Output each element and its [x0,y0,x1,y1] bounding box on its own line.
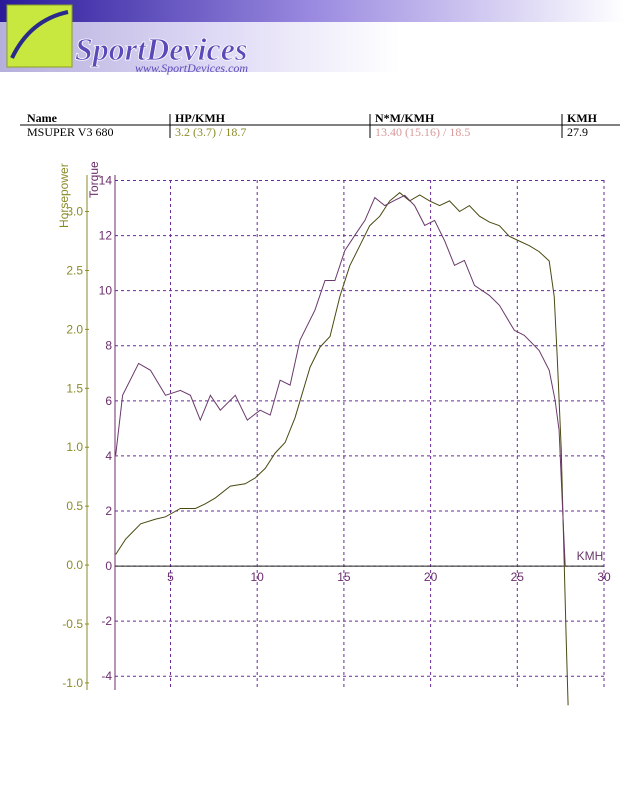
y-axis-title: Horsepower [57,163,71,228]
y2-tick-label: 8 [105,339,112,353]
y2-tick-label: 0 [105,559,112,573]
column-header: KMH [567,111,598,125]
column-header: N*M/KMH [375,111,435,125]
y2-tick-label: 6 [105,394,112,408]
x-tick-label: 30 [597,570,611,584]
x-tick-label: 15 [337,570,351,584]
table-cell: 13.40 (15.16) / 18.5 [375,125,470,139]
y-tick-label: -0.5 [62,617,83,631]
y2-axis-title: Torque [87,161,101,198]
y-tick-label: 0.5 [66,499,83,513]
y2-tick-label: -4 [101,669,112,683]
y2-tick-label: 14 [99,174,113,188]
series-line [115,192,569,706]
x-tick-label: 25 [511,570,525,584]
summary-table: Name HP/KMH N*M/KMH KMH MSUPER V3 680 3.2 (3.… [20,111,620,139]
column-header: HP/KMH [175,111,226,125]
banner [0,0,625,22]
table-cell: 3.2 (3.7) / 18.7 [175,125,246,139]
y-tick-label: 2.0 [66,322,83,336]
brand: SportDevices [75,31,247,67]
x-tick-label: 10 [251,570,265,584]
x-tick-label: 5 [167,570,174,584]
y-tick-label: 1.5 [66,381,83,395]
y2-tick-label: 4 [105,449,112,463]
y2-tick-label: -2 [101,614,112,628]
y2-tick-label: 10 [99,284,113,298]
table-cell: 27.9 [567,125,588,139]
column-header: Name [27,111,58,125]
y-tick-label: 1.0 [66,440,83,454]
y-tick-label: 2.5 [66,263,83,277]
y-tick-label: 0.0 [66,558,83,572]
y-tick-label: 3.0 [66,205,83,219]
x-axis-label: KMH [577,549,604,563]
y-tick-label: -1.0 [62,676,83,690]
series-line [115,194,566,567]
logo-curve [10,10,69,59]
table-cell: MSUPER V3 680 [27,125,113,139]
y2-tick-label: 2 [105,504,112,518]
y2-tick-label: 12 [99,229,113,243]
x-tick-label: 20 [424,570,438,584]
brand-url: www.SportDevices.com [135,61,248,75]
